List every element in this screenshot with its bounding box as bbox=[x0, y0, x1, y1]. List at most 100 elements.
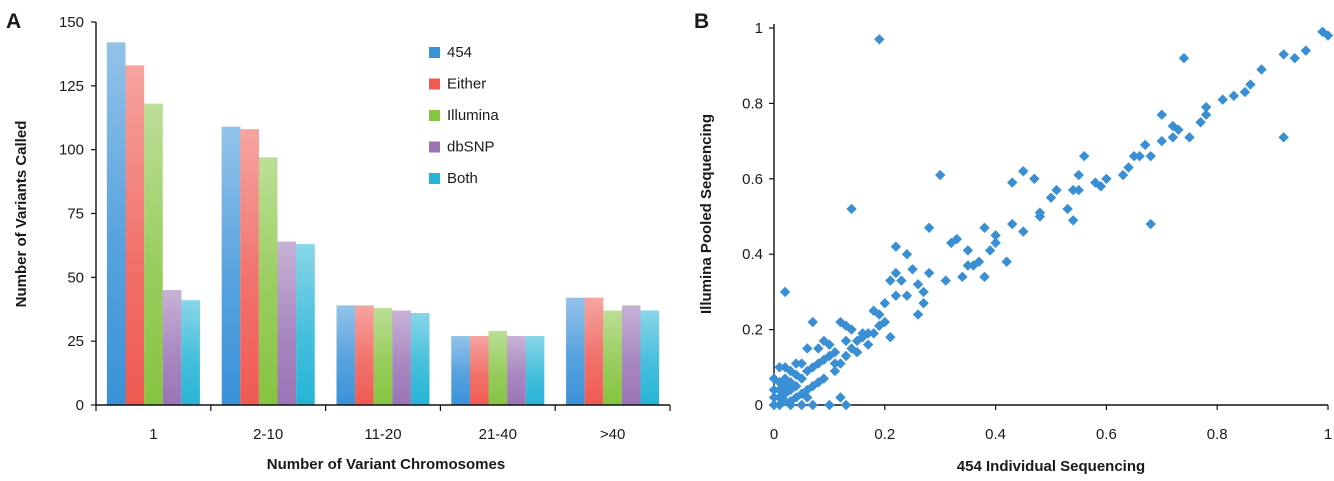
scatter-point bbox=[1200, 101, 1212, 113]
scatter-point bbox=[1317, 26, 1328, 37]
x-tick-label: 0.8 bbox=[1207, 426, 1228, 443]
scatter-point bbox=[790, 358, 802, 369]
bar-highlight bbox=[221, 126, 241, 405]
scatter-point bbox=[979, 222, 990, 234]
scatter-point bbox=[1167, 132, 1179, 143]
legend-label-dbsnp: dbSNP bbox=[447, 139, 495, 156]
scatter-point bbox=[1139, 139, 1151, 151]
scatter-point bbox=[962, 245, 974, 256]
scatter-point bbox=[1095, 181, 1107, 192]
y-tick-label: 1 bbox=[755, 20, 763, 37]
scatter-point bbox=[990, 237, 1001, 249]
scatter-point bbox=[1007, 177, 1018, 188]
scatter-point bbox=[779, 388, 791, 399]
scatter-point bbox=[813, 377, 824, 388]
y-tick-label: 125 bbox=[59, 78, 84, 95]
scatter-point bbox=[1145, 150, 1156, 162]
scatter-point bbox=[779, 396, 791, 407]
scatter-point bbox=[896, 275, 907, 286]
scatter-point bbox=[1123, 162, 1134, 173]
scatter-point bbox=[1239, 86, 1251, 98]
scatter-point bbox=[890, 290, 902, 301]
scatter-point bbox=[1101, 173, 1112, 184]
scatter-point bbox=[774, 399, 785, 411]
panel-letter-b: B bbox=[694, 10, 709, 33]
scatter-point bbox=[813, 358, 824, 369]
x-axis-title: Number of Variant Chromosomes bbox=[267, 456, 505, 473]
bar-highlight bbox=[144, 103, 163, 405]
scatter-point bbox=[885, 275, 896, 286]
scatter-point bbox=[1034, 211, 1046, 222]
scatter-point bbox=[890, 241, 902, 252]
legend-label-454: 454 bbox=[447, 44, 472, 61]
x-tick-label: 0.6 bbox=[1096, 426, 1117, 443]
scatter-point bbox=[1018, 226, 1029, 237]
x-tick-label: 21-40 bbox=[479, 426, 517, 443]
bar-highlight bbox=[240, 129, 259, 406]
scatter-point bbox=[1200, 109, 1212, 120]
scatter-point bbox=[840, 399, 852, 411]
scatter-point bbox=[984, 245, 996, 256]
scatter-point bbox=[824, 350, 835, 362]
y-tick-label: 0.2 bbox=[742, 322, 763, 339]
scatter-point bbox=[835, 316, 846, 328]
bar-highlight bbox=[451, 336, 470, 405]
scatter-point bbox=[829, 347, 841, 358]
scatter-point bbox=[779, 380, 791, 392]
scatter-point bbox=[901, 249, 913, 260]
scatter-point bbox=[846, 324, 857, 335]
legend-swatch-illumina bbox=[429, 110, 440, 121]
legend-swatch-454 bbox=[429, 47, 440, 58]
scatter-point bbox=[813, 343, 824, 354]
bar-highlight bbox=[621, 305, 641, 405]
scatter-point bbox=[1090, 177, 1101, 188]
scatter-point bbox=[979, 271, 990, 283]
scatter-point bbox=[1178, 52, 1190, 64]
y-axis-title: Illumina Pooled Sequencing bbox=[698, 114, 715, 314]
scatter-point bbox=[879, 298, 890, 309]
scatter-point bbox=[1073, 169, 1084, 181]
scatter-point bbox=[1128, 150, 1140, 162]
x-tick-label: 0.2 bbox=[874, 426, 895, 443]
scatter-point bbox=[829, 365, 841, 377]
legend-label-both: Both bbox=[447, 170, 478, 187]
bar-highlight bbox=[488, 330, 508, 405]
scatter-point bbox=[846, 203, 857, 215]
scatter-point bbox=[835, 358, 846, 369]
scatter-point bbox=[1156, 109, 1167, 120]
x-tick-label: 0 bbox=[770, 426, 778, 443]
y-tick-label: 75 bbox=[67, 206, 84, 223]
y-axis-ticks: 0 25 50 75 100 125 150 bbox=[59, 14, 96, 414]
scatter-point bbox=[1173, 124, 1184, 135]
scatter-point bbox=[1062, 203, 1073, 215]
scatter-point bbox=[796, 399, 807, 411]
bar-highlight bbox=[584, 297, 604, 405]
x-tick-label: 2-10 bbox=[253, 426, 283, 443]
scatter-point bbox=[1195, 117, 1206, 128]
scatter-point bbox=[946, 237, 957, 249]
x-axis-ticks: 0 0.2 0.4 0.6 0.8 1 bbox=[770, 405, 1332, 443]
bar-chart-panel: A 0 25 50 75 100 125 150 1 2-10 11-20 21-40 >40 Nu… bbox=[6, 10, 671, 473]
scatter-point bbox=[912, 279, 924, 290]
scatter-point bbox=[990, 230, 1001, 241]
bar-highlight bbox=[566, 297, 585, 405]
scatter-point bbox=[846, 343, 857, 354]
scatter-point bbox=[835, 392, 846, 403]
scatter-point bbox=[907, 264, 918, 275]
legend-swatch-both bbox=[429, 173, 440, 184]
scatter-point bbox=[840, 350, 852, 362]
bar-highlight bbox=[181, 300, 200, 405]
y-tick-label: 150 bbox=[59, 14, 84, 31]
scatter-point bbox=[862, 328, 874, 339]
scatter-point bbox=[968, 260, 979, 271]
scatter-point bbox=[774, 362, 785, 373]
scatter-point bbox=[1322, 30, 1334, 41]
panel-letter-a: A bbox=[6, 10, 21, 33]
scatter-point bbox=[824, 399, 835, 411]
scatter-point bbox=[879, 316, 890, 328]
scatter-point bbox=[1278, 132, 1289, 143]
scatter-chart-panel: B 0 0.2 0.4 0.6 0.8 1 0 0.2 0.4 0.6 0.8 1 454 Indi… bbox=[694, 10, 1334, 475]
scatter-point bbox=[768, 399, 780, 411]
scatter-point bbox=[1117, 169, 1129, 181]
bar-series bbox=[106, 42, 660, 406]
